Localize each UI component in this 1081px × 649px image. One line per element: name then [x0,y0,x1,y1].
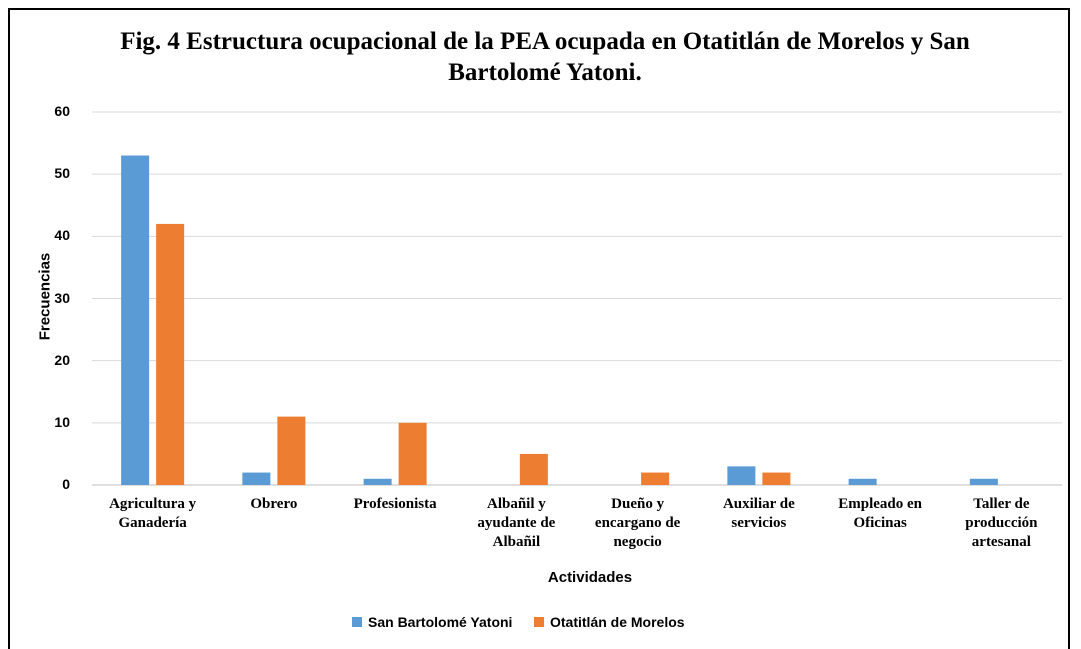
y-tick-label: 20 [54,351,70,368]
y-tick-label: 40 [54,227,70,244]
bar [242,472,271,485]
y-tick-label: 10 [54,413,70,430]
bar [969,478,998,485]
bar [641,472,670,485]
x-axis-label: Actividades [547,569,633,586]
y-tick-label: 60 [54,103,70,119]
x-tick-label: Taller de producción artesanal [965,496,1038,550]
bar [156,223,185,485]
y-tick-label: 30 [54,289,70,306]
bar [363,478,392,485]
legend-swatch [352,617,362,627]
y-tick-label: 0 [62,476,70,492]
bar [277,416,306,485]
x-tick-label: Empleado en Oficinas [838,496,922,531]
bar [121,155,150,485]
x-tick-label: Albañil y ayudante de Albañil [477,496,556,550]
x-tick-label: Profesionista [353,496,437,512]
bar [762,472,791,485]
bar [519,453,548,485]
legend-label: San Bartolomé Yatoni [368,614,513,630]
x-tick-label: Dueño y encargano de negocio [594,496,681,550]
y-tick-label: 50 [54,165,70,182]
bar [727,466,756,485]
bar [398,422,427,485]
x-tick-label: Agricultura y Ganadería [109,496,197,531]
chart-frame [8,8,1070,649]
legend-swatch [534,617,544,627]
chart-title: Fig. 4 Estructura ocupacional de la PEA … [120,28,970,86]
x-tick-label: Obrero [250,496,298,512]
bar [848,478,877,485]
x-tick-label: Auxiliar de servicios [722,496,795,531]
legend-label: Otatitlán de Morelos [550,614,685,630]
